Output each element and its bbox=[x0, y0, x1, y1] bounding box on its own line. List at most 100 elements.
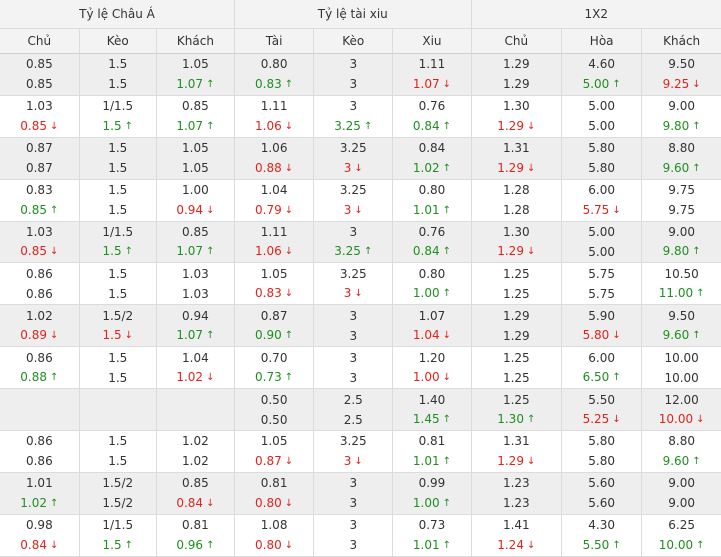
odds-value: 1.29 bbox=[502, 328, 530, 343]
arrow-down-icon: ↓ bbox=[442, 330, 452, 342]
odds-cell: 0.87 bbox=[234, 304, 315, 327]
odds-cell: 0.81 bbox=[156, 514, 236, 536]
odds-value: 3 bbox=[349, 518, 358, 533]
odds-cell bbox=[156, 388, 236, 411]
odds-value: 0.83 bbox=[25, 183, 53, 198]
odds-value: 1.11 bbox=[260, 225, 288, 239]
odds-cell: 10.00 bbox=[641, 368, 721, 390]
arrow-down-icon: ↓ bbox=[284, 497, 294, 509]
odds-value: 3.25 ↑ bbox=[334, 118, 373, 133]
odds-value: 9.60 ↑ bbox=[662, 453, 701, 468]
odds-cell: 2.5 bbox=[313, 410, 394, 432]
arrow-up-icon: ↑ bbox=[696, 288, 705, 300]
odds-cell: 1.03 bbox=[0, 221, 80, 243]
odds-cell: 1.03 bbox=[156, 262, 236, 285]
odds-cell: 9.80 ↑ bbox=[641, 242, 721, 264]
odds-value: 1.5 bbox=[108, 141, 128, 156]
odds-value: 1.04 bbox=[260, 183, 288, 198]
odds-cell: 0.84 ↓ bbox=[156, 493, 236, 515]
odds-cell: 5.00 bbox=[561, 116, 643, 138]
odds-cell: 12.00 bbox=[641, 388, 721, 411]
table-row: 0.50 2.5 1.40 1.25 5.50 12.00 bbox=[0, 388, 721, 411]
table-row: 0.84 ↓ 1.5 ↑ 0.96 ↑ 0.80 ↓ 3 1.01 ↑ 1.24 ↓ 5.50 ↑ 10.00… bbox=[0, 535, 721, 557]
odds-cell bbox=[156, 410, 236, 432]
odds-cell: 6.25 bbox=[642, 514, 721, 535]
odds-cell: 4.30 bbox=[561, 514, 643, 536]
table-row: 0.86 1.5 1.02 0.87 ↓ 3 ↓ 1.01 ↑ 1.29 ↓ 5.80 9.60 ↑ bbox=[0, 451, 721, 473]
odds-cell: 0.87 ↓ bbox=[234, 451, 315, 473]
odds-value: 0.80 ↓ bbox=[255, 495, 294, 510]
odds-value: 1.06 ↓ bbox=[255, 244, 294, 259]
odds-cell: 1.02 ↑ bbox=[0, 493, 80, 515]
odds-cell: 1.25 bbox=[471, 346, 563, 369]
odds-value: 0.90 ↑ bbox=[255, 328, 294, 343]
odds-cell: 1.31 bbox=[471, 137, 563, 159]
odds-cell: 1.24 ↓ bbox=[471, 535, 563, 557]
odds-cell: 1.01 bbox=[0, 472, 80, 494]
odds-cell: 1.20 bbox=[392, 346, 472, 369]
odds-value: 1.5/2 bbox=[102, 496, 134, 511]
odds-cell: 1.5 ↑ bbox=[79, 535, 157, 557]
odds-value: 1.02 ↑ bbox=[20, 495, 59, 510]
odds-cell: 1.07 ↑ bbox=[156, 242, 236, 264]
odds-value: 0.73 bbox=[418, 518, 446, 533]
odds-cell: 9.60 ↑ bbox=[641, 326, 721, 348]
odds-value: 1.02 bbox=[182, 434, 209, 449]
odds-value: 3.25 ↑ bbox=[334, 244, 373, 259]
odds-cell: 1.11 bbox=[392, 53, 472, 75]
odds-cell: 1.29 ↓ bbox=[471, 158, 563, 180]
odds-value: 0.99 bbox=[418, 476, 446, 491]
odds-value: 0.86 bbox=[25, 434, 53, 449]
odds-value: 9.75 bbox=[668, 203, 695, 218]
odds-value: 0.80 ↓ bbox=[255, 537, 294, 552]
odds-value: 0.81 bbox=[418, 434, 446, 449]
odds-value: 1.5 bbox=[108, 77, 128, 92]
odds-value: 0.84 bbox=[418, 141, 446, 156]
odds-value: 0.85 bbox=[182, 99, 209, 114]
odds-value: 1.02 bbox=[182, 454, 209, 469]
odds-value: 1.05 bbox=[182, 141, 209, 156]
arrow-down-icon: ↓ bbox=[206, 372, 215, 384]
odds-cell bbox=[79, 388, 157, 411]
odds-value: 0.80 bbox=[260, 57, 288, 72]
odds-cell: 11.00 ↑ bbox=[641, 284, 721, 306]
table-row: 1.02 ↑ 1.5/2 0.84 ↓ 0.80 ↓ 3 1.00 ↑ 1.23 5.60 9.00 bbox=[0, 493, 721, 515]
arrow-up-icon: ↑ bbox=[124, 246, 133, 258]
arrow-down-icon: ↓ bbox=[284, 539, 294, 551]
odds-value: 0.85 bbox=[25, 77, 53, 92]
odds-cell: 1.00 ↑ bbox=[392, 493, 472, 515]
odds-value: 3 ↓ bbox=[343, 286, 363, 301]
arrow-down-icon: ↓ bbox=[284, 162, 294, 174]
odds-cell: 5.90 bbox=[561, 304, 643, 327]
arrow-down-icon: ↓ bbox=[692, 78, 701, 90]
odds-cell: 1.5 ↓ bbox=[79, 326, 157, 348]
col-home: Chủ bbox=[0, 28, 80, 54]
arrow-down-icon: ↓ bbox=[124, 330, 133, 342]
odds-cell: 5.50 ↑ bbox=[561, 535, 643, 557]
odds-cell: 1.06 bbox=[234, 137, 315, 159]
odds-cell: 1.00 ↑ bbox=[392, 284, 472, 306]
odds-cell: 3 bbox=[313, 95, 394, 117]
odds-value: 4.60 bbox=[588, 57, 616, 72]
odds-value: 0.85 bbox=[182, 225, 209, 239]
odds-cell: 1.07 ↑ bbox=[156, 326, 236, 348]
column-header-row: Chủ Kèo Khách Tài Kèo Xiu Chủ Hòa Khách bbox=[0, 28, 721, 54]
odds-value: 0.80 bbox=[418, 266, 446, 281]
odds-value: 5.00 bbox=[588, 99, 616, 114]
odds-value: 1.01 bbox=[25, 476, 53, 491]
odds-value: 1/1.5 bbox=[102, 225, 134, 239]
odds-value: 0.84 ↓ bbox=[176, 495, 215, 510]
arrow-up-icon: ↑ bbox=[442, 288, 452, 300]
odds-value: 0.86 bbox=[25, 350, 53, 365]
odds-value: 1.03 bbox=[182, 266, 209, 281]
odds-cell: 1.5/2 bbox=[79, 472, 157, 494]
arrow-up-icon: ↑ bbox=[124, 120, 133, 132]
arrow-up-icon: ↑ bbox=[692, 246, 701, 258]
odds-value: 1.5 ↑ bbox=[102, 537, 133, 552]
odds-cell: 0.86 bbox=[0, 346, 80, 369]
table-row: 0.86 1.5 1.04 0.70 3 1.20 1.25 6.00 10.00 bbox=[0, 346, 721, 369]
odds-cell: 0.81 bbox=[234, 472, 315, 494]
odds-value: 1.00 ↑ bbox=[412, 495, 452, 510]
odds-value: 1.04 bbox=[182, 350, 209, 365]
odds-value: 0.87 bbox=[260, 308, 288, 323]
